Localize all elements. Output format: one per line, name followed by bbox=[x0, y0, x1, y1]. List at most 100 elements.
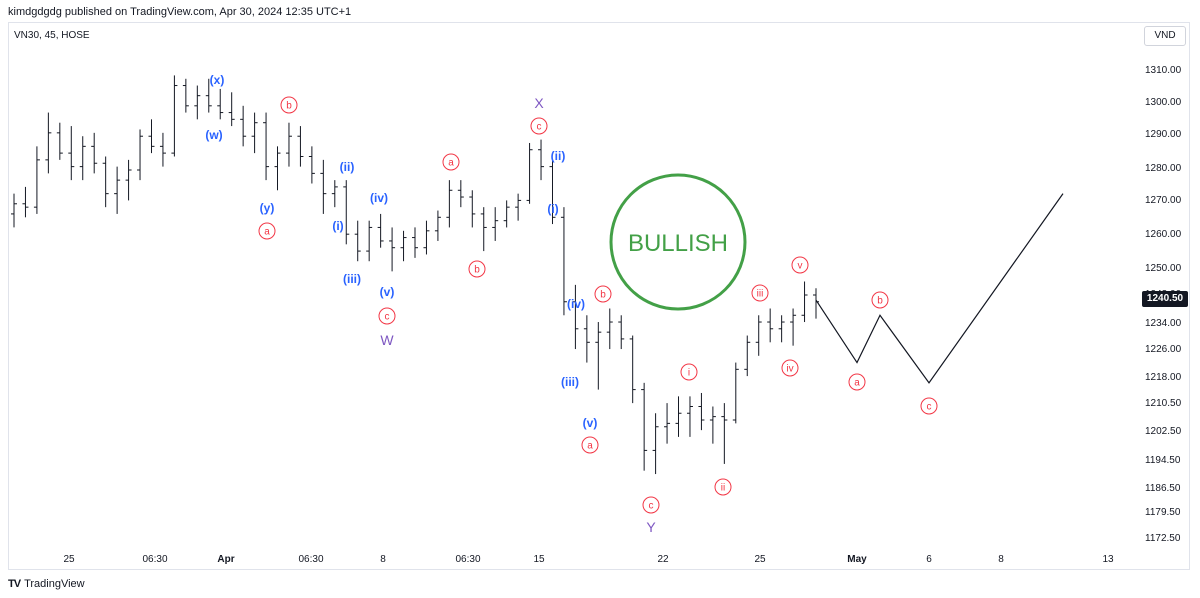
x-tick-label: 13 bbox=[1102, 554, 1114, 565]
ohlc-bar bbox=[801, 281, 808, 323]
wave-label: (ii) bbox=[551, 149, 566, 163]
y-tick-label: 1186.50 bbox=[1145, 483, 1181, 494]
svg-text:a: a bbox=[448, 158, 454, 169]
svg-text:a: a bbox=[587, 441, 593, 452]
ohlc-bar bbox=[251, 112, 258, 154]
x-tick-label: 8 bbox=[380, 554, 386, 565]
ohlc-bar bbox=[91, 132, 98, 174]
svg-text:(ii): (ii) bbox=[340, 160, 355, 174]
svg-text:W: W bbox=[380, 332, 394, 348]
y-tick-label: 1234.00 bbox=[1145, 318, 1182, 329]
ohlc-bar bbox=[629, 335, 636, 404]
wave-label: (v) bbox=[380, 285, 395, 299]
ohlc-bar bbox=[79, 136, 86, 181]
ohlc-bar bbox=[423, 220, 430, 255]
ohlc-bar bbox=[377, 213, 384, 248]
ohlc-bar bbox=[125, 159, 132, 201]
ohlc-bar bbox=[732, 362, 739, 424]
svg-text:c: c bbox=[927, 402, 932, 413]
ohlc-bar bbox=[560, 207, 567, 316]
ohlc-bar bbox=[515, 193, 522, 221]
svg-text:a: a bbox=[264, 227, 270, 238]
wave-label: i bbox=[680, 363, 698, 381]
y-tick-label: 1226.00 bbox=[1145, 344, 1182, 355]
ohlc-bar bbox=[434, 210, 441, 241]
ohlc-bar bbox=[217, 88, 224, 120]
ohlc-bar bbox=[228, 92, 235, 127]
ohlc-bar bbox=[790, 308, 797, 346]
wave-label: W bbox=[380, 332, 394, 348]
wave-label: (i) bbox=[547, 202, 558, 216]
ohlc-bar bbox=[721, 403, 728, 464]
ohlc-bar bbox=[652, 413, 659, 475]
wave-label: X bbox=[534, 95, 544, 111]
ohlc-bar bbox=[618, 315, 625, 350]
wave-label: a bbox=[581, 436, 599, 454]
wave-label: (w) bbox=[205, 128, 222, 142]
last-price-badge: 1240.50 bbox=[1142, 291, 1188, 307]
ohlc-bar bbox=[503, 200, 510, 228]
wave-label: Y bbox=[646, 519, 656, 535]
svg-text:a: a bbox=[854, 378, 860, 389]
ohlc-bar bbox=[767, 308, 774, 343]
y-tick-label: 1290.00 bbox=[1145, 129, 1182, 140]
svg-text:b: b bbox=[286, 101, 292, 112]
x-tick-label: 06:30 bbox=[142, 554, 167, 565]
currency-button[interactable]: VND bbox=[1144, 26, 1186, 46]
ohlc-bar bbox=[366, 220, 373, 262]
svg-text:BULLISH: BULLISH bbox=[628, 230, 728, 257]
wave-label: (iv) bbox=[370, 191, 388, 205]
ohlc-bar bbox=[755, 315, 762, 356]
ohlc-bar bbox=[698, 392, 705, 431]
ohlc-bar bbox=[102, 156, 109, 208]
wave-label: b bbox=[871, 291, 889, 309]
svg-text:(i): (i) bbox=[547, 202, 558, 216]
ohlc-bar bbox=[686, 396, 693, 437]
footer-brand: TradingView bbox=[24, 578, 85, 590]
svg-text:(iv): (iv) bbox=[567, 297, 585, 311]
ohlc-bar bbox=[33, 146, 40, 214]
svg-text:(x): (x) bbox=[210, 73, 225, 87]
ohlc-bar bbox=[343, 180, 350, 245]
ohlc-bar bbox=[11, 193, 17, 228]
svg-text:c: c bbox=[649, 501, 654, 512]
svg-text:(v): (v) bbox=[380, 285, 395, 299]
y-tick-label: 1270.00 bbox=[1145, 195, 1182, 206]
y-tick-label: 1179.50 bbox=[1145, 507, 1181, 518]
svg-text:b: b bbox=[600, 290, 606, 301]
y-tick-label: 1194.50 bbox=[1145, 455, 1181, 466]
svg-text:iv: iv bbox=[786, 364, 793, 375]
y-tick-label: 1300.00 bbox=[1145, 97, 1182, 108]
wave-label: (ii) bbox=[340, 160, 355, 174]
svg-text:iii: iii bbox=[757, 289, 764, 300]
ohlc-bar bbox=[263, 112, 270, 181]
wave-label: c bbox=[530, 117, 548, 135]
svg-text:ii: ii bbox=[721, 483, 725, 494]
ohlc-bar bbox=[148, 119, 155, 154]
y-tick-label: 1210.50 bbox=[1145, 398, 1182, 409]
tradingview-logo-icon: TV bbox=[8, 578, 21, 590]
ohlc-bar bbox=[480, 207, 487, 252]
ohlc-bar bbox=[114, 166, 121, 214]
ohlc-bar bbox=[137, 129, 144, 181]
ohlc-bar bbox=[45, 112, 52, 174]
svg-text:b: b bbox=[474, 265, 480, 276]
svg-text:(v): (v) bbox=[583, 416, 598, 430]
wave-label: b bbox=[594, 285, 612, 303]
ohlc-bar bbox=[538, 139, 545, 181]
x-tick-label: 25 bbox=[754, 554, 766, 565]
ohlc-bar bbox=[171, 75, 178, 157]
ohlc-bar bbox=[320, 159, 327, 214]
wave-label: c bbox=[378, 307, 396, 325]
wave-label: a bbox=[442, 153, 460, 171]
ohlc-bar bbox=[400, 230, 407, 262]
ohlc-bar bbox=[709, 406, 716, 444]
ohlc-bar bbox=[354, 220, 361, 262]
svg-text:c: c bbox=[385, 312, 390, 323]
page-header: kimdgdgdg published on TradingView.com, … bbox=[0, 0, 1200, 24]
ohlc-bar bbox=[549, 159, 556, 225]
ohlc-bar bbox=[641, 382, 648, 471]
ohlc-bar bbox=[389, 227, 396, 272]
ohlc-bar bbox=[274, 146, 281, 191]
